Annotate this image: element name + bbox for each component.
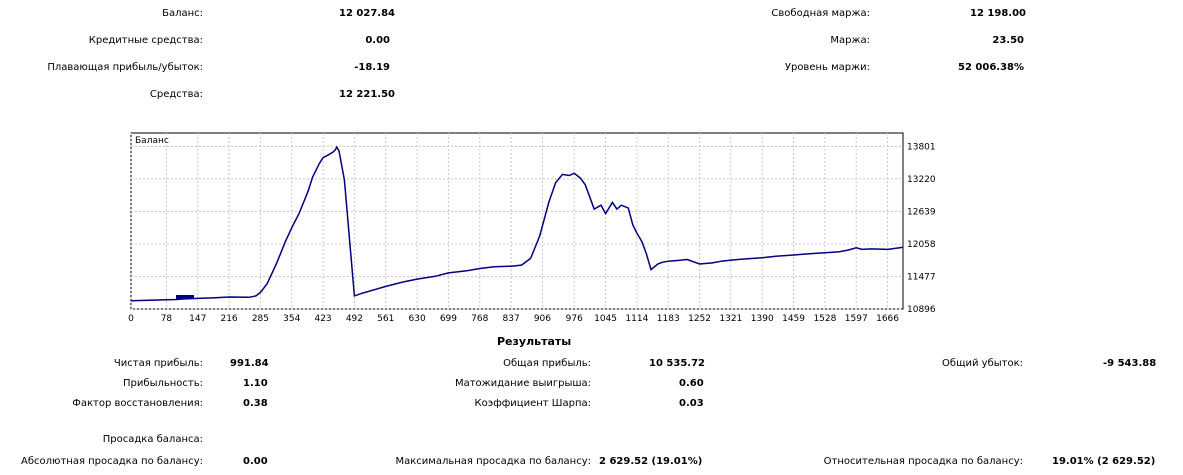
x-tick-label: 1528 bbox=[813, 314, 836, 324]
x-tick-label: 699 bbox=[440, 314, 457, 324]
equity-label: Средства: bbox=[149, 89, 203, 100]
x-tick-label: 1114 bbox=[625, 314, 648, 324]
margin-value: 23.50 bbox=[992, 35, 1024, 46]
max-drawdown-value: 2 629.52 (19.01%) bbox=[599, 456, 703, 467]
x-tick-label: 1459 bbox=[782, 314, 805, 324]
margin-level-label: Уровень маржи: bbox=[784, 62, 870, 73]
y-tick-label: 10896 bbox=[907, 305, 936, 315]
x-tick-label: 768 bbox=[471, 314, 488, 324]
x-tick-label: 147 bbox=[189, 314, 206, 324]
x-tick-label: 492 bbox=[346, 314, 363, 324]
x-tick-label: 0 bbox=[128, 314, 134, 324]
net-profit-value: 991.84 bbox=[230, 358, 269, 369]
x-tick-label: 1390 bbox=[751, 314, 774, 324]
floating-pl-value: -18.19 bbox=[354, 62, 390, 73]
expected-payoff-label: Матожидание выигрыша: bbox=[454, 378, 591, 389]
gross-loss-value: -9 543.88 bbox=[1103, 358, 1157, 369]
margin-level-value: 52 006.38% bbox=[958, 62, 1025, 73]
trade-marker bbox=[176, 295, 194, 299]
x-tick-label: 630 bbox=[409, 314, 426, 324]
x-tick-label: 285 bbox=[252, 314, 269, 324]
expected-payoff-value: 0.60 bbox=[679, 378, 704, 389]
x-tick-label: 1252 bbox=[688, 314, 711, 324]
y-tick-label: 12058 bbox=[907, 240, 936, 250]
x-tick-label: 906 bbox=[534, 314, 551, 324]
net-profit-label: Чистая прибыль: bbox=[113, 358, 203, 369]
rel-drawdown-value: 19.01% (2 629.52) bbox=[1052, 456, 1156, 467]
recovery-factor-value: 0.38 bbox=[243, 398, 268, 409]
y-tick-label: 12639 bbox=[907, 207, 936, 217]
x-tick-label: 216 bbox=[220, 314, 237, 324]
gross-loss-label: Общий убыток: bbox=[942, 358, 1023, 369]
y-tick-label: 13801 bbox=[907, 142, 936, 152]
drawdown-header: Просадка баланса: bbox=[102, 434, 203, 445]
x-tick-label: 78 bbox=[161, 314, 173, 324]
credit-label: Кредитные средства: bbox=[88, 35, 203, 46]
profit-factor-value: 1.10 bbox=[243, 378, 268, 389]
gross-profit-label: Общая прибыль: bbox=[503, 358, 591, 369]
y-tick-label: 11477 bbox=[907, 272, 936, 282]
x-tick-label: 837 bbox=[503, 314, 520, 324]
x-tick-label: 1666 bbox=[876, 314, 899, 324]
balance-label: Баланс: bbox=[162, 8, 203, 19]
x-tick-label: 976 bbox=[566, 314, 583, 324]
x-tick-label: 561 bbox=[377, 314, 394, 324]
balance-value: 12 027.84 bbox=[339, 8, 395, 19]
chart-grid bbox=[130, 133, 903, 310]
y-tick-label: 13220 bbox=[907, 175, 936, 185]
recovery-factor-label: Фактор восстановления: bbox=[72, 398, 203, 409]
abs-drawdown-value: 0.00 bbox=[243, 456, 268, 467]
x-tick-label: 1321 bbox=[719, 314, 742, 324]
free-margin-value: 12 198.00 bbox=[970, 8, 1026, 19]
x-tick-label: 1045 bbox=[594, 314, 617, 324]
x-tick-label: 354 bbox=[283, 314, 300, 324]
equity-value: 12 221.50 bbox=[339, 89, 395, 100]
chart-title: Баланс bbox=[135, 136, 169, 146]
max-drawdown-label: Максимальная просадка по балансу: bbox=[395, 456, 591, 467]
floating-pl-label: Плавающая прибыль/убыток: bbox=[47, 62, 203, 73]
sharpe-label: Коэффициент Шарпа: bbox=[474, 398, 591, 409]
results-title: Результаты bbox=[497, 335, 572, 348]
abs-drawdown-label: Абсолютная просадка по балансу: bbox=[21, 456, 203, 467]
chart-plot-area bbox=[130, 132, 904, 310]
chart-ticks: 0 78 147 216 285 354 423 492 561 630 699 768 837 906 9… bbox=[128, 142, 936, 324]
x-tick-label: 423 bbox=[314, 314, 331, 324]
margin-label: Маржа: bbox=[830, 35, 870, 46]
balance-series-line bbox=[130, 145, 904, 302]
credit-value: 0.00 bbox=[365, 35, 390, 46]
x-tick-label: 1597 bbox=[845, 314, 868, 324]
profit-factor-label: Прибыльность: bbox=[123, 378, 203, 389]
gross-profit-value: 10 535.72 bbox=[649, 358, 705, 369]
sharpe-value: 0.03 bbox=[679, 398, 704, 409]
x-tick-label: 1183 bbox=[657, 314, 680, 324]
free-margin-label: Свободная маржа: bbox=[771, 8, 870, 19]
rel-drawdown-label: Относительная просадка по балансу: bbox=[823, 456, 1023, 467]
